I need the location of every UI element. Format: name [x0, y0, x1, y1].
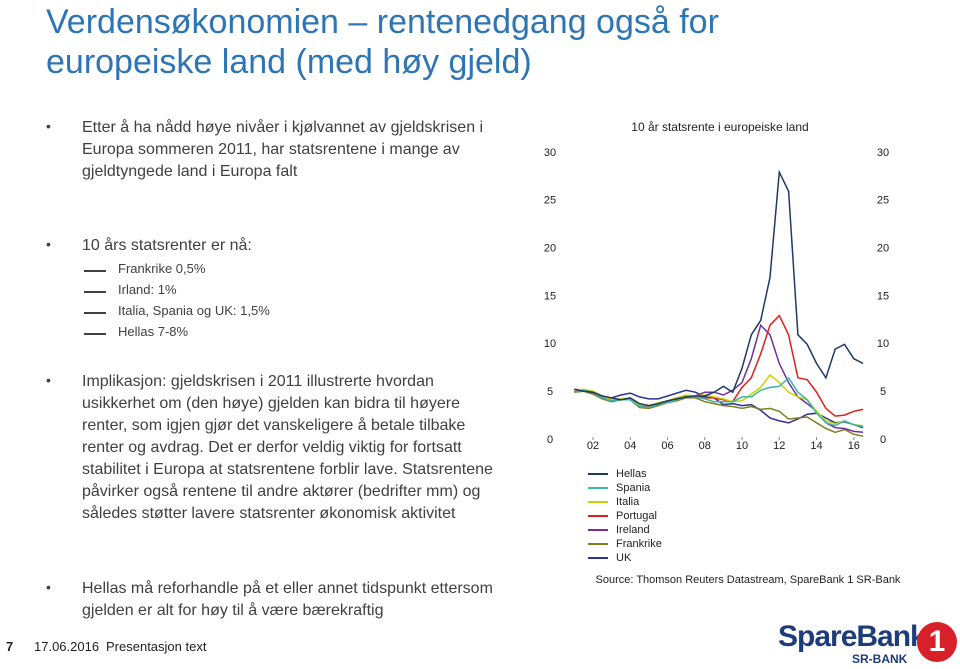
logo-sub: SR-BANK [852, 652, 908, 666]
logo-mark: 1 [917, 622, 957, 662]
legend-label: Italia [616, 496, 640, 508]
sub-bullet: Irland: 1% [118, 282, 177, 297]
x-tick-label: 02 [587, 440, 599, 452]
dash [84, 312, 106, 314]
y-tick-label: 5 [547, 386, 553, 398]
bullet-text: Hellas må reforhandle på et eller annet … [82, 580, 493, 619]
chart: 10 år statsrente i europeiske land Sourc… [544, 120, 901, 586]
legend-label: Hellas [616, 468, 647, 480]
bullet-text: Etter å ha nådd høye nivåer i kjølvannet… [82, 119, 484, 180]
bullet-text: Implikasjon: gjeldskrisen i 2011 illustr… [82, 373, 493, 522]
series-line [574, 376, 864, 428]
x-tick-label: 10 [736, 440, 748, 452]
y-tick-label: 20 [544, 243, 556, 255]
legend-label: Ireland [616, 524, 650, 536]
y-tick-label: 30 [544, 147, 556, 159]
y2-tick-label: 20 [877, 243, 889, 255]
dash [84, 270, 106, 272]
bullet: • [46, 118, 51, 134]
y2-tick-label: 10 [877, 338, 889, 350]
y-tick-label: 0 [547, 434, 553, 446]
y2-tick-label: 15 [877, 290, 889, 302]
footer-date: 17.06.2016 [34, 639, 100, 654]
y-tick-label: 15 [544, 290, 556, 302]
legend-label: Spania [616, 482, 651, 494]
dash [84, 333, 106, 335]
x-tick-label: 04 [624, 440, 636, 452]
y2-tick-label: 25 [877, 195, 889, 207]
footer-text: Presentasjon text [106, 639, 207, 654]
logo-name: SpareBank [778, 620, 927, 653]
dash [84, 291, 106, 293]
legend-label: Frankrike [616, 538, 662, 550]
sub-bullet: Hellas 7-8% [118, 324, 189, 339]
x-tick-label: 14 [810, 440, 822, 452]
y2-tick-label: 30 [877, 147, 889, 159]
series-line [574, 169, 864, 407]
bullet: • [46, 579, 51, 595]
bullet-text: 10 års statsrenter er nå: [82, 237, 252, 254]
sub-bullet: Italia, Spania og UK: 1,5% [118, 303, 270, 318]
x-tick-label: 16 [848, 440, 860, 452]
y2-tick-label: 0 [880, 434, 886, 446]
x-tick-label: 06 [661, 440, 673, 452]
bullet: • [46, 236, 51, 252]
y2-tick-label: 5 [880, 386, 886, 398]
bullet: • [46, 372, 51, 388]
x-tick-label: 08 [699, 440, 711, 452]
y-tick-label: 10 [544, 338, 556, 350]
page-number: 7 [6, 639, 14, 654]
sub-bullet: Frankrike 0,5% [118, 261, 206, 276]
chart-source: Source: Thomson Reuters Datastream, Spar… [596, 574, 901, 586]
y-tick-label: 25 [544, 195, 556, 207]
x-tick-label: 12 [773, 440, 785, 452]
chart-title: 10 år statsrente i europeiske land [631, 120, 808, 134]
legend-label: UK [616, 552, 632, 564]
legend-label: Portugal [616, 510, 657, 522]
series-line [574, 389, 864, 429]
slide-title: Verdensøkonomien – rentenedgang også for… [46, 3, 719, 81]
